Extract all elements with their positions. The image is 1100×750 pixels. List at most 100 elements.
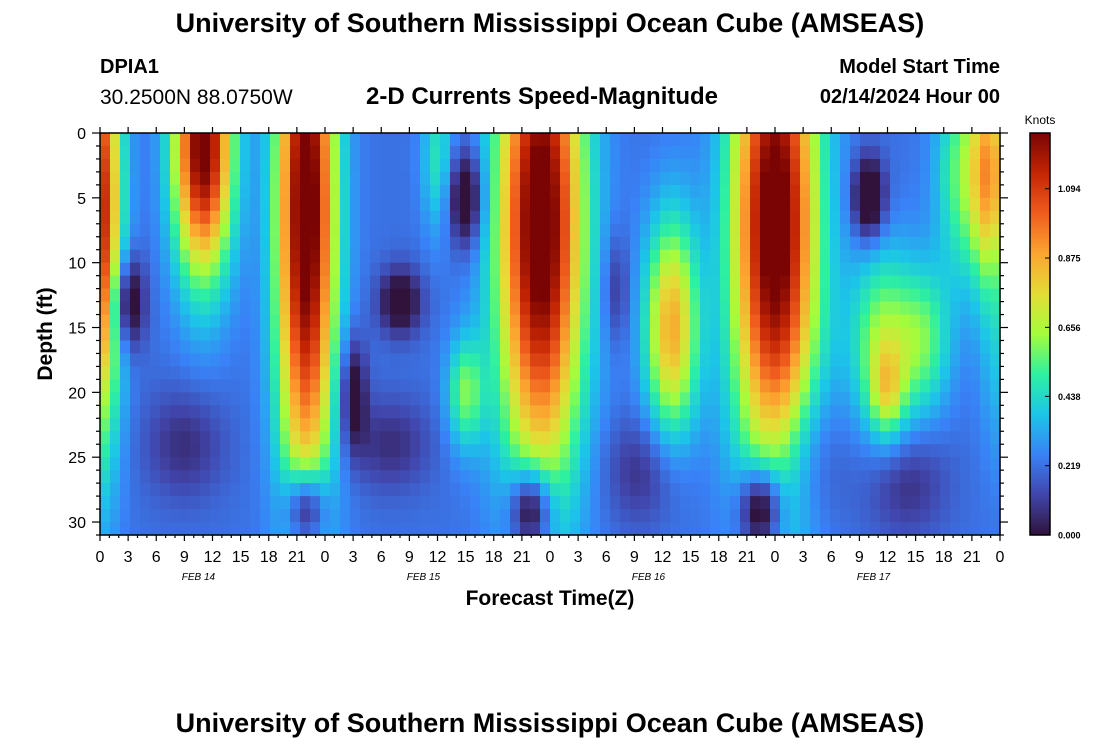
heatmap-cell bbox=[660, 197, 671, 212]
heatmap-cell bbox=[310, 392, 321, 406]
heatmap-cell bbox=[680, 392, 691, 406]
heatmap-cell bbox=[130, 418, 141, 432]
heatmap-cell bbox=[420, 483, 431, 497]
heatmap-cell bbox=[710, 444, 721, 458]
heatmap-cell bbox=[480, 431, 491, 445]
heatmap-cell bbox=[800, 496, 811, 510]
heatmap-cell bbox=[810, 275, 821, 290]
heatmap-cell bbox=[370, 327, 381, 342]
heatmap-cell bbox=[980, 431, 991, 445]
heatmap-cell bbox=[950, 379, 961, 393]
heatmap-cell bbox=[970, 223, 981, 238]
heatmap-cell bbox=[150, 275, 161, 290]
heatmap-cell bbox=[990, 223, 1001, 238]
heatmap-cell bbox=[240, 392, 251, 406]
heatmap-cell bbox=[430, 171, 441, 186]
heatmap-cell bbox=[850, 275, 861, 290]
heatmap-cell bbox=[180, 210, 191, 225]
heatmap-cell bbox=[100, 249, 111, 264]
heatmap-cell bbox=[880, 210, 891, 225]
heatmap-cell bbox=[920, 392, 931, 406]
heatmap-cell bbox=[770, 327, 781, 342]
heatmap-cell bbox=[150, 340, 161, 355]
heatmap-cell bbox=[320, 184, 331, 199]
heatmap-cell bbox=[500, 223, 511, 238]
heatmap-cell bbox=[440, 327, 451, 342]
heatmap-cell bbox=[880, 457, 891, 471]
heatmap-cell bbox=[900, 249, 911, 264]
heatmap-cell bbox=[460, 184, 471, 199]
heatmap-cell bbox=[950, 133, 961, 147]
heatmap-cell bbox=[960, 509, 971, 523]
heatmap-cell bbox=[980, 340, 991, 355]
heatmap-cell bbox=[400, 457, 411, 471]
heatmap-cell bbox=[320, 366, 331, 380]
heatmap-cell bbox=[780, 457, 791, 471]
heatmap-cell bbox=[270, 301, 281, 316]
heatmap-cell bbox=[690, 133, 701, 147]
heatmap-cell bbox=[290, 509, 301, 523]
heatmap-cell bbox=[120, 249, 131, 264]
heatmap-cell bbox=[110, 353, 121, 368]
heatmap-cell bbox=[870, 145, 881, 160]
heatmap-cell bbox=[770, 509, 781, 523]
heatmap-cell bbox=[780, 509, 791, 523]
heatmap-cell bbox=[120, 340, 131, 355]
heatmap-cell bbox=[370, 470, 381, 484]
heatmap-cell bbox=[240, 444, 251, 458]
heatmap-cell bbox=[380, 197, 391, 212]
heatmap-cell bbox=[490, 431, 501, 445]
heatmap-cell bbox=[480, 366, 491, 380]
heatmap-cell bbox=[290, 522, 301, 536]
heatmap-cell bbox=[560, 210, 571, 225]
heatmap-cell bbox=[170, 262, 181, 277]
heatmap-cell bbox=[610, 223, 621, 238]
heatmap-cell bbox=[740, 288, 751, 303]
heatmap-cell bbox=[850, 184, 861, 199]
heatmap-cell bbox=[530, 301, 541, 316]
heatmap-cell bbox=[150, 379, 161, 393]
heatmap-cell bbox=[620, 145, 631, 160]
heatmap-cell bbox=[580, 145, 591, 160]
colorbar-label: Knots bbox=[1025, 113, 1056, 127]
heatmap-cell bbox=[160, 340, 171, 355]
heatmap-cell bbox=[290, 483, 301, 497]
heatmap-cell bbox=[220, 301, 231, 316]
heatmap-cell bbox=[930, 444, 941, 458]
heatmap-cell bbox=[550, 418, 561, 432]
heatmap-cell bbox=[130, 133, 141, 147]
heatmap-cell bbox=[480, 288, 491, 303]
heatmap-cell bbox=[860, 314, 871, 329]
heatmap-cell bbox=[200, 340, 211, 355]
heatmap-cell bbox=[420, 262, 431, 277]
heatmap-cell bbox=[960, 496, 971, 510]
heatmap-cell bbox=[810, 327, 821, 342]
heatmap-cell bbox=[430, 145, 441, 160]
heatmap-cell bbox=[780, 262, 791, 277]
heatmap-cell bbox=[150, 444, 161, 458]
heatmap-cell bbox=[270, 288, 281, 303]
heatmap-cell bbox=[810, 184, 821, 199]
heatmap-cell bbox=[510, 431, 521, 445]
heatmap-cell bbox=[760, 184, 771, 199]
heatmap-cell bbox=[650, 145, 661, 160]
heatmap-cell bbox=[250, 197, 261, 212]
heatmap-cell bbox=[100, 483, 111, 497]
heatmap-cell bbox=[670, 483, 681, 497]
heatmap-cell bbox=[580, 366, 591, 380]
heatmap-cell bbox=[710, 301, 721, 316]
heatmap-cell bbox=[290, 405, 301, 419]
heatmap-cell bbox=[310, 288, 321, 303]
heatmap-cell bbox=[690, 353, 701, 368]
heatmap-cell bbox=[540, 197, 551, 212]
heatmap-cell bbox=[120, 145, 131, 160]
heatmap-cell bbox=[700, 483, 711, 497]
heatmap-cell bbox=[560, 392, 571, 406]
heatmap-cell bbox=[650, 431, 661, 445]
heatmap-cell bbox=[790, 444, 801, 458]
heatmap-cell bbox=[440, 314, 451, 329]
heatmap-cell bbox=[560, 171, 571, 186]
heatmap-cell bbox=[430, 431, 441, 445]
heatmap-cell bbox=[720, 301, 731, 316]
heatmap-cell bbox=[610, 275, 621, 290]
